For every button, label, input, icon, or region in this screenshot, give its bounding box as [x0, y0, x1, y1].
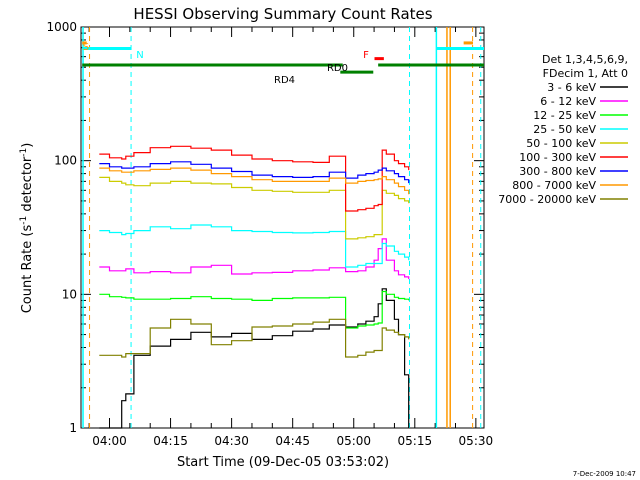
annotation-rd0: RD0 — [327, 63, 348, 74]
y-axis-label-sup2: -1 — [19, 148, 29, 157]
legend-entry-label: 50 - 100 keV — [526, 137, 596, 150]
annotation-rd4: RD4 — [274, 75, 295, 86]
x-tick-label: 04:30 — [214, 434, 249, 448]
series-line-2 — [99, 290, 410, 329]
series-line-3 — [99, 224, 410, 268]
plot-area: 1 10 100 1000 04:00 04:15 04:30 04:45 05:00 05:15… — [46, 20, 493, 448]
y-axis-label-end: ) — [20, 143, 35, 148]
chart-title: HESSI Observing Summary Count Rates — [133, 5, 432, 23]
legend-entry-label: 800 - 7000 keV — [512, 179, 596, 192]
y-axis-label-mid: detector — [20, 156, 35, 216]
legend-entry-label: 12 - 25 keV — [533, 109, 596, 122]
legend-entry-label: 6 - 12 keV — [540, 95, 596, 108]
y-tick-label: 1000 — [46, 20, 77, 34]
y-tick-label: 1 — [69, 421, 77, 435]
x-tick-label: 04:15 — [153, 434, 188, 448]
x-tick-label: 05:00 — [336, 434, 371, 448]
y-axis-label: Count Rate (s-1 detector-1) — [19, 143, 35, 314]
y-axis-label-main: Count Rate (s — [20, 225, 35, 314]
series-line-1 — [99, 238, 410, 280]
legend-entry-label: 25 - 50 keV — [533, 123, 596, 136]
legend-entry-label: 7000 - 20000 keV — [498, 193, 596, 206]
x-tick-label: 04:00 — [92, 434, 127, 448]
annotation-s: S — [83, 42, 89, 53]
x-tick-label: 05:15 — [398, 434, 433, 448]
legend-entry-label: 300 - 800 keV — [519, 165, 596, 178]
y-tick-label: 100 — [54, 154, 77, 168]
series-line-5 — [99, 145, 410, 212]
plot-frame — [80, 26, 485, 429]
x-tick-label: 05:30 — [459, 434, 494, 448]
timestamp-label: 7-Dec-2009 10:47 — [573, 470, 636, 478]
legend-header-line: FDecim 1, Att 0 — [543, 67, 628, 80]
annotation-n: N — [136, 50, 143, 61]
series-line-4 — [99, 176, 410, 240]
legend-entry-label: 100 - 300 keV — [519, 151, 596, 164]
x-tick-label: 04:45 — [275, 434, 310, 448]
y-axis-label-sup1: -1 — [19, 216, 29, 225]
series-line-6 — [99, 161, 410, 184]
legend-entry-label: 3 - 6 keV — [547, 81, 596, 94]
series-line-7 — [99, 167, 410, 195]
x-axis-label: Start Time (09-Dec-05 03:53:02) — [177, 455, 389, 470]
annotation-f: F — [363, 50, 369, 61]
y-tick-label: 10 — [62, 287, 77, 301]
legend: Det 1,3,4,5,6,9,FDecim 1, Att 03 - 6 keV… — [498, 53, 628, 206]
legend-header-line: Det 1,3,4,5,6,9, — [542, 53, 628, 66]
series-line-0 — [99, 288, 410, 429]
series-line-8 — [99, 318, 410, 358]
